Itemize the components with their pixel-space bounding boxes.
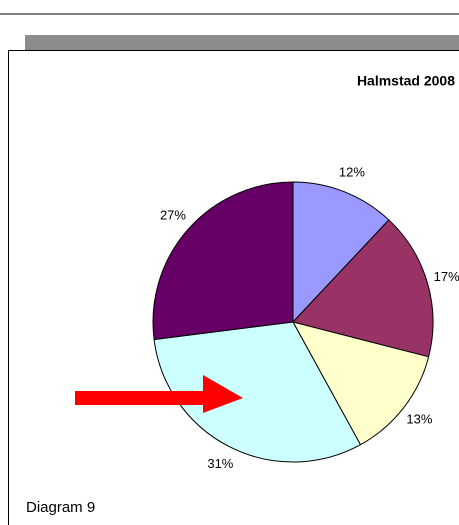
arrow: [75, 375, 243, 413]
slice-label: 13%: [406, 412, 432, 427]
caption: Diagram 9: [26, 499, 95, 516]
slice-label: 31%: [207, 456, 233, 471]
pie-slice: [292, 321, 430, 446]
arrow-head: [203, 375, 243, 413]
pie-slice: [292, 181, 390, 324]
pie-slice: [153, 321, 362, 463]
pie-slice: [152, 181, 294, 341]
slice-label: 27%: [160, 208, 186, 223]
pie-slice: [292, 219, 434, 358]
slice-label: 12%: [339, 165, 365, 180]
chart-title: Halmstad 2008: [357, 73, 455, 89]
arrow-shaft: [75, 391, 207, 405]
slice-label: 17%: [434, 269, 459, 284]
header-bar: [25, 35, 459, 50]
